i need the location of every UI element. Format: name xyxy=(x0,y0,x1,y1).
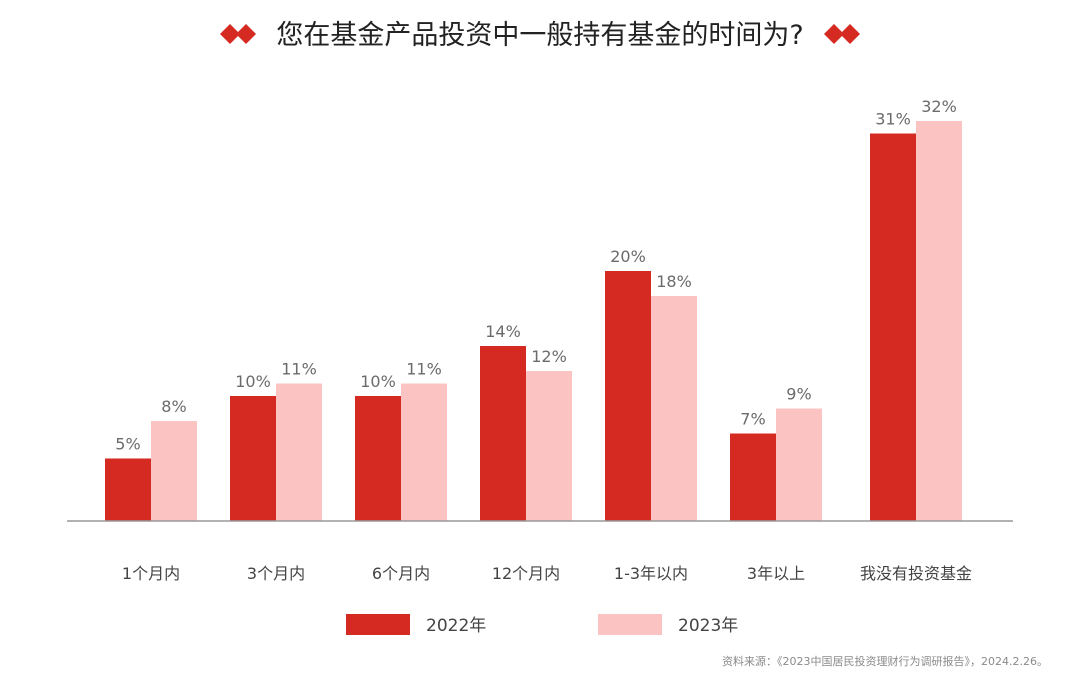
bar-2022-3 xyxy=(480,346,526,521)
chart-title-group: 您在基金产品投资中一般持有基金的时间为? xyxy=(220,20,860,51)
legend-swatch-2022 xyxy=(346,614,410,635)
bar-2022-0 xyxy=(105,458,151,521)
value-label-2023-1: 11% xyxy=(281,360,317,379)
x-tick-label-5: 3年以上 xyxy=(747,564,805,583)
value-label-2022-1: 10% xyxy=(235,372,271,391)
value-label-2023-4: 18% xyxy=(656,272,692,291)
value-label-2022-6: 31% xyxy=(875,110,911,129)
value-label-2023-0: 8% xyxy=(161,397,186,416)
legend-label-2022: 2022年 xyxy=(426,616,486,636)
value-label-2023-2: 11% xyxy=(406,360,442,379)
title-left-diamonds-icon xyxy=(220,24,256,44)
x-tick-label-2: 6个月内 xyxy=(372,564,430,583)
value-label-2023-6: 32% xyxy=(921,97,957,116)
value-label-2022-4: 20% xyxy=(610,247,646,266)
legend-swatch-2023 xyxy=(598,614,662,635)
x-tick-label-6: 我没有投资基金 xyxy=(860,564,972,583)
value-label-2023-5: 9% xyxy=(786,385,811,404)
value-label-2022-3: 14% xyxy=(485,322,521,341)
value-label-2023-3: 12% xyxy=(531,347,567,366)
bar-2023-0 xyxy=(151,421,197,521)
source-note: 资料来源：《2023中国居民投资理财行为调研报告》，2024.2.26。 xyxy=(722,654,1048,668)
x-tick-labels-group: 1个月内 3个月内 6个月内 12个月内 1-3年以内 3年以上 我没有投资基金 xyxy=(122,564,972,583)
bar-2022-5 xyxy=(730,433,776,521)
bar-2022-2 xyxy=(355,396,401,521)
x-tick-label-1: 3个月内 xyxy=(247,564,305,583)
bar-2023-2 xyxy=(401,383,447,521)
value-label-2022-0: 5% xyxy=(115,435,140,454)
bars-group xyxy=(105,121,962,521)
legend-label-2023: 2023年 xyxy=(678,616,738,636)
value-label-2022-5: 7% xyxy=(740,410,765,429)
value-labels-group: 5% 8% 10% 11% 10% 11% 14% 12% 20% 18% 7% 9% 31% 32% xyxy=(115,97,956,454)
bar-2023-5 xyxy=(776,408,822,521)
legend: 2022年 2023年 xyxy=(346,614,738,636)
bar-2023-6 xyxy=(916,121,962,521)
bar-2023-4 xyxy=(651,296,697,521)
x-tick-label-0: 1个月内 xyxy=(122,564,180,583)
bar-2022-1 xyxy=(230,396,276,521)
x-tick-label-4: 1-3年以内 xyxy=(614,564,688,583)
bar-2022-4 xyxy=(605,271,651,521)
value-label-2022-2: 10% xyxy=(360,372,396,391)
chart-title: 您在基金产品投资中一般持有基金的时间为? xyxy=(276,20,803,51)
x-tick-label-3: 12个月内 xyxy=(492,564,560,583)
bar-2023-3 xyxy=(526,371,572,521)
title-right-diamonds-icon xyxy=(824,24,860,44)
bar-2023-1 xyxy=(276,383,322,521)
bar-2022-6 xyxy=(870,133,916,521)
